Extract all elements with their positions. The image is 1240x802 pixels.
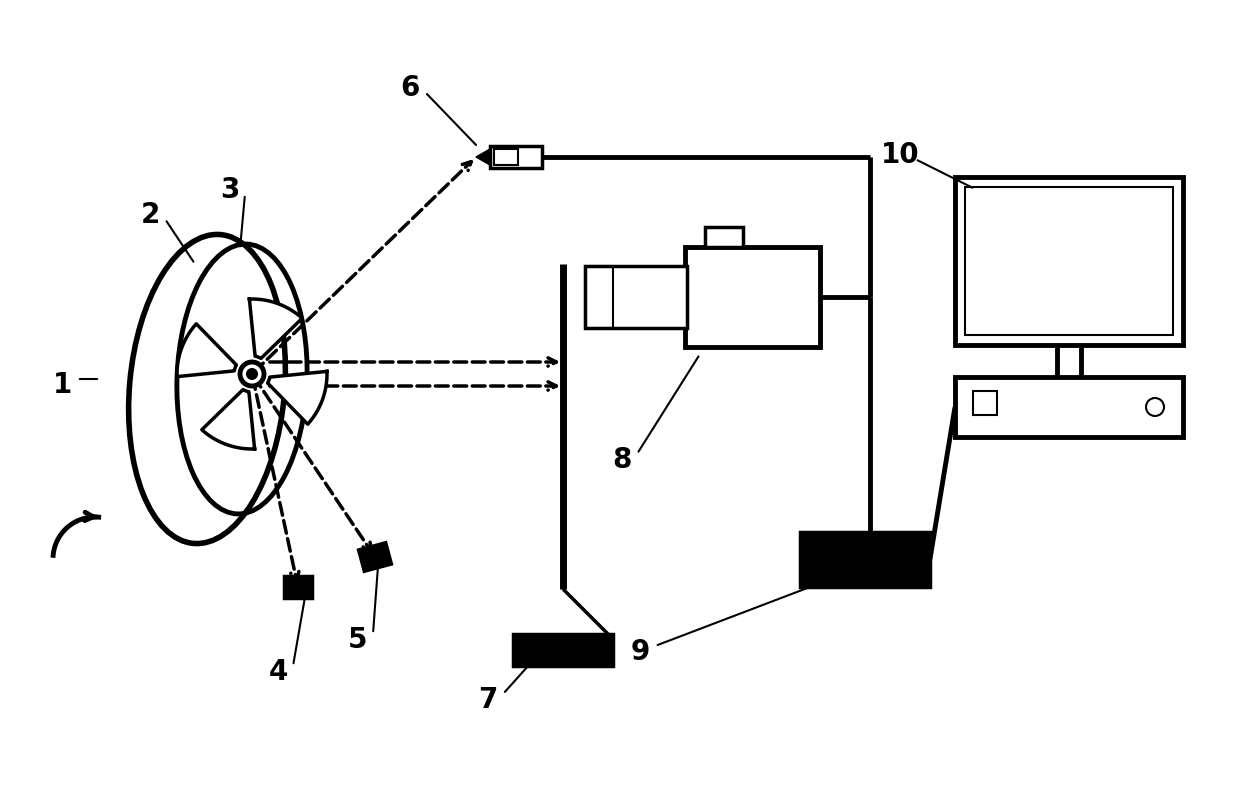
- Text: 3: 3: [221, 176, 239, 204]
- Text: 1: 1: [52, 371, 72, 399]
- Bar: [684, 248, 820, 347]
- Bar: [284, 577, 312, 598]
- Bar: [955, 178, 1183, 346]
- Text: 4: 4: [268, 657, 288, 685]
- Polygon shape: [476, 150, 490, 166]
- Text: 2: 2: [140, 200, 160, 229]
- Bar: [706, 228, 743, 248]
- Circle shape: [241, 363, 264, 387]
- Polygon shape: [249, 300, 303, 359]
- Bar: [800, 533, 930, 587]
- Bar: [973, 391, 997, 415]
- Bar: [358, 543, 392, 572]
- Bar: [585, 267, 613, 329]
- Bar: [494, 150, 518, 166]
- Bar: [965, 188, 1173, 335]
- Circle shape: [246, 369, 258, 380]
- Text: 5: 5: [348, 626, 368, 653]
- Bar: [513, 634, 613, 666]
- Bar: [490, 147, 542, 168]
- Text: 7: 7: [479, 685, 497, 713]
- Text: 6: 6: [401, 74, 419, 102]
- Polygon shape: [202, 390, 254, 449]
- Text: 8: 8: [613, 445, 631, 473]
- Text: 9: 9: [630, 638, 650, 665]
- Text: 10: 10: [880, 141, 919, 168]
- Bar: [955, 378, 1183, 437]
- Polygon shape: [177, 325, 237, 377]
- Bar: [585, 267, 687, 329]
- Polygon shape: [268, 372, 327, 424]
